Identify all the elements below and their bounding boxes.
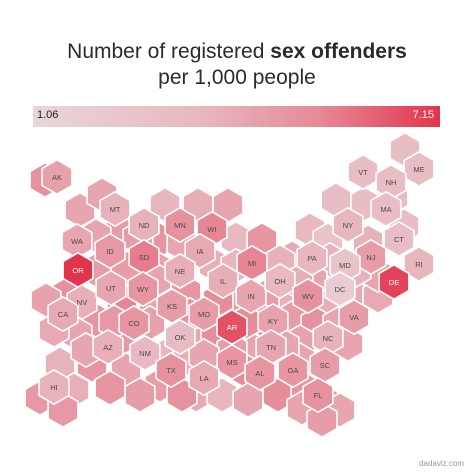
state-tile-pa (296, 239, 328, 277)
state-label-az: AZ (103, 343, 113, 352)
state-label-oh: OH (274, 277, 285, 286)
state-label-nh: NH (386, 178, 397, 187)
state-tile-tx (155, 351, 187, 389)
state-tile-nd (128, 206, 160, 244)
state-label-tn: TN (266, 343, 276, 352)
state-label-nc: NC (323, 334, 334, 343)
state-tile-ca (47, 295, 79, 333)
state-label-wv: WV (302, 292, 314, 301)
chart-title-line2: per 1,000 people (158, 66, 316, 89)
state-tile-de (378, 263, 410, 301)
map-tile (94, 369, 126, 407)
state-tile-mn (164, 206, 196, 244)
state-tile-va (338, 298, 370, 336)
state-tile-wa (61, 222, 93, 260)
state-label-ct: CT (394, 235, 404, 244)
state-label-de: DE (389, 278, 399, 287)
state-tile-al (244, 354, 276, 392)
state-tile-ne (164, 252, 196, 290)
state-label-ma: MA (380, 205, 391, 214)
state-tile-la (188, 359, 220, 397)
state-label-wi: WI (207, 225, 216, 234)
state-label-nm: NM (139, 349, 151, 358)
state-tile-id (94, 232, 126, 270)
state-label-mn: MN (174, 221, 186, 230)
state-tile-nc (312, 319, 344, 357)
state-label-in: IN (247, 292, 255, 301)
title-bold-text: sex offenders (270, 40, 407, 63)
state-tile-in (235, 277, 267, 315)
state-label-id: ID (106, 247, 114, 256)
state-label-al: AL (255, 369, 264, 378)
state-tile-co (118, 304, 150, 342)
state-label-ok: OK (175, 333, 186, 342)
state-tile-ga (277, 351, 309, 389)
state-tile-ma (370, 190, 402, 228)
state-label-nj: NJ (366, 253, 375, 262)
state-tile-sd (128, 238, 160, 276)
state-label-ca: CA (58, 310, 68, 319)
legend-min-label: 1.06 (37, 109, 59, 121)
state-label-mi: MI (248, 259, 256, 268)
state-tile-nh (375, 163, 407, 201)
state-label-ks: KS (167, 302, 177, 311)
state-tile-fl (302, 376, 334, 414)
state-label-dc: DC (335, 285, 346, 294)
state-tile-dc (324, 270, 356, 308)
state-label-ak: AK (52, 173, 62, 182)
state-label-ms: MS (226, 358, 237, 367)
state-label-nd: ND (139, 221, 150, 230)
state-label-ny: NY (343, 221, 353, 230)
state-tile-or (62, 251, 94, 289)
legend-max-label: 7.15 (412, 109, 434, 121)
state-label-wa: WA (71, 237, 83, 246)
state-label-me: ME (413, 165, 424, 174)
state-label-va: VA (349, 313, 358, 322)
state-label-co: CO (128, 319, 139, 328)
state-label-ut: UT (106, 284, 116, 293)
state-label-hi: HI (50, 383, 58, 392)
title-regular-text: Number of registered (67, 40, 265, 63)
state-label-ga: GA (288, 366, 299, 375)
state-label-wy: WY (137, 285, 149, 294)
state-tile-ny (332, 206, 364, 244)
source-credit: dadaviz.com (419, 459, 464, 468)
state-tile-ks (156, 287, 188, 325)
chart-title-line1: Number of registered sex offenders (0, 39, 474, 65)
state-label-mt: MT (110, 205, 121, 214)
state-label-sc: SC (320, 361, 331, 370)
state-tile-wv (292, 277, 324, 315)
state-label-ar: AR (227, 323, 238, 332)
state-label-la: LA (199, 374, 208, 383)
state-label-ne: NE (175, 267, 185, 276)
state-label-sd: SD (139, 253, 150, 262)
map-tile (124, 376, 156, 414)
state-tile-ut (95, 269, 127, 307)
state-tile-tn (255, 328, 287, 366)
state-tile-hi (38, 368, 70, 406)
state-label-vt: VT (358, 168, 368, 177)
state-label-ky: KY (268, 317, 278, 326)
state-tile-ar (216, 308, 248, 346)
state-label-md: MD (339, 261, 351, 270)
state-label-or: OR (72, 266, 84, 275)
state-label-ia: IA (196, 247, 203, 256)
state-label-mo: MO (198, 310, 210, 319)
state-label-pa: PA (307, 254, 316, 263)
state-label-nv: NV (77, 298, 87, 307)
state-label-ri: RI (415, 260, 423, 269)
state-tile-ak (41, 158, 73, 196)
state-tile-ky (257, 302, 289, 340)
state-tile-az (92, 328, 124, 366)
state-tile-ok (164, 318, 196, 356)
state-tile-sc (309, 346, 341, 384)
state-label-fl: FL (314, 391, 323, 400)
state-label-tx: TX (166, 366, 176, 375)
state-label-il: IL (220, 277, 226, 286)
color-scale-legend: 1.06 7.15 (33, 106, 440, 127)
